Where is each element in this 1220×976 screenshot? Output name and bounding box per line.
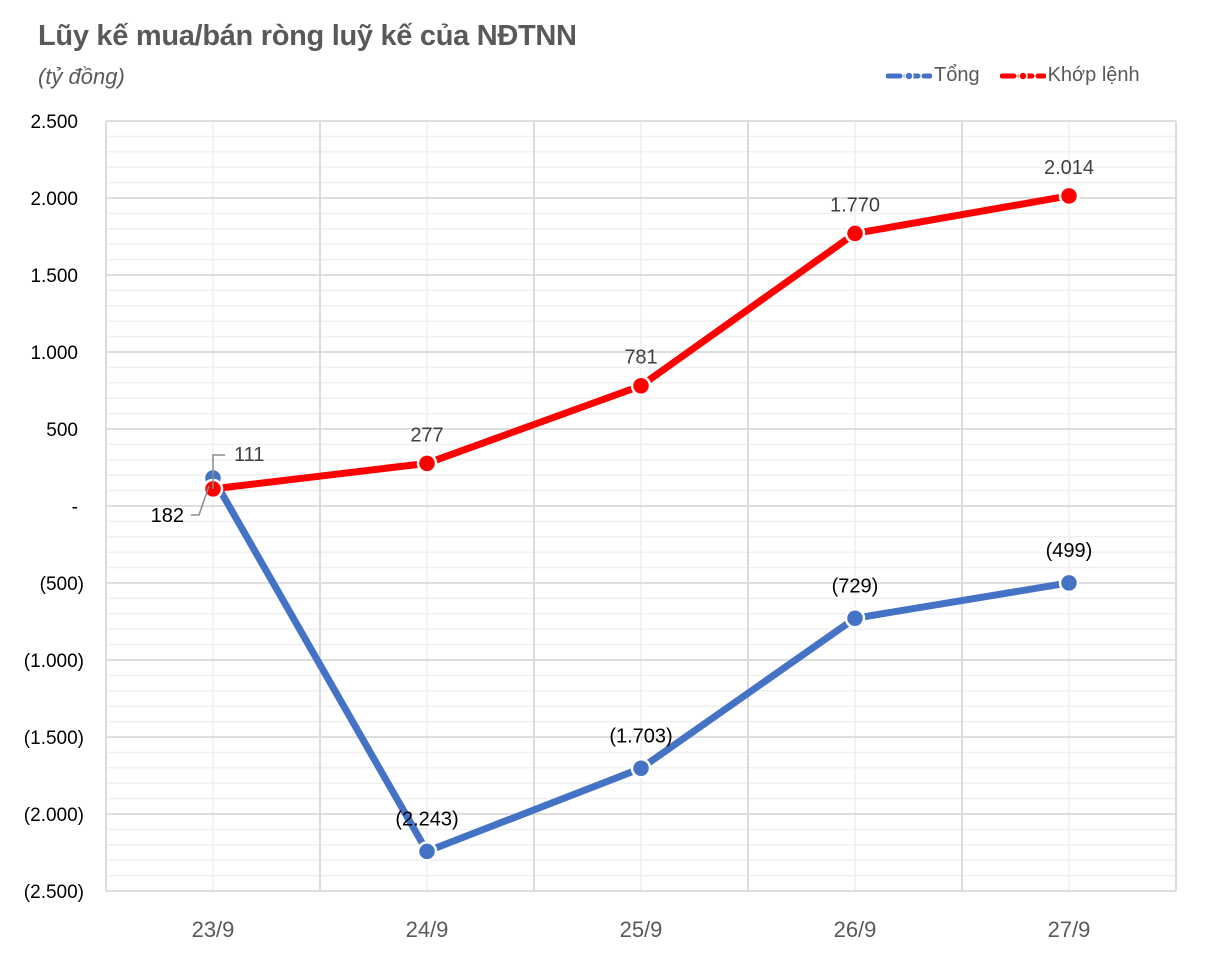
y-tick-label: 2.500	[30, 112, 78, 133]
data-point-marker	[844, 608, 866, 629]
data-label-khop-lenh: 2.014	[1044, 157, 1094, 179]
data-point-marker	[630, 758, 652, 779]
line-marker-icon	[886, 70, 932, 81]
data-label-tong: 182	[151, 505, 184, 527]
data-point-marker	[416, 453, 438, 474]
y-tick-label: 2.000	[30, 189, 78, 210]
x-tick-label: 24/9	[406, 917, 449, 942]
chart-title: Lũy kế mua/bán ròng luỹ kế của NĐTNN	[38, 20, 577, 52]
y-tick-label: (2.000)	[24, 805, 84, 826]
data-point-marker	[844, 223, 866, 244]
y-tick-label: 1.000	[30, 343, 78, 364]
y-tick-label: (2.500)	[24, 882, 84, 903]
data-point-marker	[1058, 572, 1080, 594]
y-tick-label: 500	[46, 420, 78, 441]
chart-subtitle: (tỷ đồng)	[38, 64, 125, 89]
y-axis: 2.500 2.000 1.500 1.000 500 - (500) (1.000) (1.5…	[24, 112, 84, 903]
y-tick-label: (1.000)	[24, 651, 84, 672]
line-marker-icon	[999, 70, 1046, 81]
leader-line	[191, 485, 210, 516]
y-tick-label: -	[72, 497, 78, 518]
data-label-khop-lenh: 1.770	[830, 194, 880, 216]
data-label-khop-lenh: 781	[624, 347, 657, 369]
data-label-tong: (499)	[1046, 540, 1093, 562]
series-lines	[202, 185, 1080, 862]
x-tick-label: 27/9	[1048, 917, 1091, 942]
data-label-tong: (729)	[832, 575, 879, 597]
x-axis: 23/9 24/9 25/9 26/9 27/9	[192, 917, 1091, 942]
x-tick-label: 23/9	[192, 917, 235, 942]
data-point-marker	[1058, 185, 1080, 207]
data-label-khop-lenh: 111	[234, 444, 264, 466]
legend-item-khop-lenh: Khớp lệnh	[999, 64, 1140, 87]
y-tick-label: 1.500	[30, 266, 78, 287]
major-gridlines	[105, 120, 1177, 892]
data-label-khop-lenh: 277	[410, 424, 443, 446]
y-tick-label: (500)	[40, 574, 84, 595]
x-tick-label: 26/9	[834, 917, 877, 942]
leader-line	[212, 454, 225, 489]
data-point-marker	[416, 841, 438, 862]
data-label-tong: (1.703)	[609, 725, 672, 747]
y-tick-label: (1.500)	[24, 728, 84, 749]
legend-label: Khớp lệnh	[1047, 64, 1140, 86]
legend: Tổng Khớp lệnh	[886, 64, 1160, 87]
legend-label: Tổng	[934, 64, 980, 86]
data-labels: 277 781 1.770 2.014 (2.243) (1.703) (729) (499)…	[151, 157, 1094, 831]
data-point-marker	[630, 375, 652, 396]
x-tick-label: 25/9	[620, 917, 663, 942]
legend-item-tong: Tổng	[886, 64, 980, 87]
data-label-tong: (2.243)	[395, 808, 458, 830]
